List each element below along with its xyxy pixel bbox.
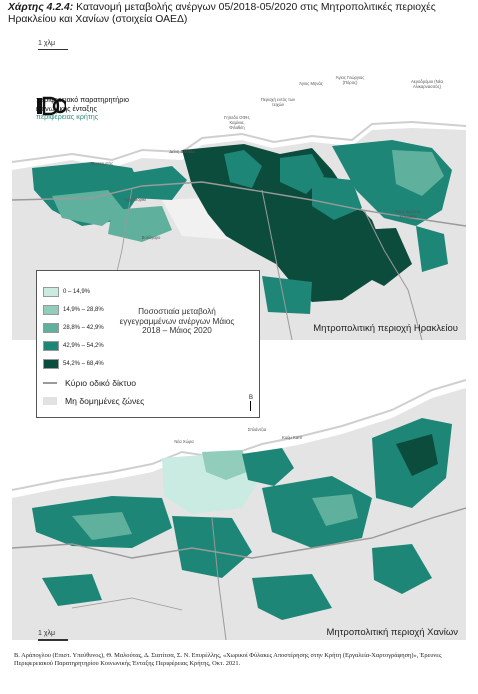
district-east <box>262 476 372 548</box>
logo-mark-icon <box>37 96 66 116</box>
road-main <box>12 181 466 227</box>
place-label: Μασταμπάς <box>90 161 114 166</box>
place-label: Βούλγαρο <box>141 235 161 240</box>
legend-label: 14,9% – 28,8% <box>63 307 104 313</box>
place-label: Αρχ. Μορίκι <box>124 197 146 202</box>
road-main <box>12 507 466 559</box>
observatory-logo: περιφερειακό παρατηρητήριο κοινωνικής έν… <box>36 95 129 122</box>
legend-label: 0 – 14,9% <box>63 289 91 295</box>
legend-class-3: 28,8% – 42,9% <box>43 323 104 333</box>
place-label: Αεροδρόμιο (Νέα Αλικαρνασσός) <box>411 79 443 89</box>
place-label: Νέα Χώρα <box>174 439 194 444</box>
map-title-chania: Μητροπολιτική περιοχή Χανίων <box>326 627 458 638</box>
map-caption: Χάρτης 4.2.4: Κατανομή μεταβολής ανέργων… <box>8 2 476 26</box>
legend-label: 42,9% – 54,2% <box>63 343 104 349</box>
legend-label: 54,2% – 68,4% <box>63 361 104 367</box>
district-south <box>172 516 252 578</box>
place-label: Περιοχή εντός των τειχών <box>260 97 296 107</box>
legend-road: Κύριο οδικό δίκτυο <box>43 378 136 388</box>
map-legend: 0 – 14,9% 14,9% – 28,8% 28,8% – 42,9% 42… <box>36 270 260 418</box>
legend-swatch <box>43 287 59 297</box>
scale-bar-bottom: 1 χλμ <box>38 630 68 641</box>
legend-class-2: 14,9% – 28,8% <box>43 305 104 315</box>
north-arrow-icon: Β <box>249 395 253 411</box>
place-label: Άγιος Ιωάννης Καλλιθέα <box>394 209 422 219</box>
legend-swatch <box>43 323 59 333</box>
caption-text: Κατανομή μεταβολής ανέργων 05/2018-05/20… <box>8 2 436 25</box>
logo-line-3: περιφέρειας κρήτης <box>36 112 99 122</box>
scale-bar-label: 1 χλμ <box>38 40 56 47</box>
legend-class-1: 0 – 14,9% <box>43 287 90 297</box>
place-label: Γηπεδο ΟΦΗ, Καμίνια, Φιλοθέη <box>223 115 250 130</box>
place-label: Άγιος Γεώργιος (Πόρος) <box>335 75 365 85</box>
legend-class-5: 54,2% – 68,4% <box>43 359 104 369</box>
logo-text: περιφερειακό παρατηρητήριο κοινωνικής έν… <box>36 95 129 122</box>
legend-class-4: 42,9% – 54,2% <box>43 341 104 351</box>
legend-road-line <box>43 382 57 384</box>
place-label: Δείνη Ελλάδα <box>169 149 195 154</box>
place-label: Σπλάντζια <box>247 427 267 432</box>
legend-title: Ποσοστιαία μεταβολή εγγεγραμμένων ανέργω… <box>119 307 235 336</box>
legend-unbuilt-label: Μη δομημένες ζώνες <box>65 396 145 406</box>
scale-bar-label: 1 χλμ <box>38 630 56 637</box>
scale-bar-line <box>38 639 68 641</box>
north-label: Β <box>248 395 253 401</box>
legend-road-label: Κύριο οδικό δίκτυο <box>65 378 137 388</box>
logo-line-2: κοινωνικής ένταξης <box>36 103 97 113</box>
map-title-heraklion: Μητροπολιτική περιοχή Ηρακλείου <box>313 323 458 334</box>
legend-unbuilt-swatch <box>43 397 57 405</box>
place-label: Άγιος Μηνάς <box>299 81 323 86</box>
legend-swatch <box>43 341 59 351</box>
legend-unbuilt: Μη δομημένες ζώνες <box>43 396 144 406</box>
logo-line-1: περιφερειακό παρατηρητήριο <box>36 95 129 104</box>
place-label: Κούμ Καπί <box>282 435 302 440</box>
legend-swatch <box>43 359 59 369</box>
legend-swatch <box>43 305 59 315</box>
source-credit: Β. Αράπογλου (Επιστ. Υπεύθυνος), Θ. Μαλο… <box>14 652 442 667</box>
caption-lead: Χάρτης 4.2.4: <box>8 2 74 13</box>
legend-label: 28,8% – 42,9% <box>63 325 104 331</box>
unbuilt-zone <box>12 388 466 640</box>
